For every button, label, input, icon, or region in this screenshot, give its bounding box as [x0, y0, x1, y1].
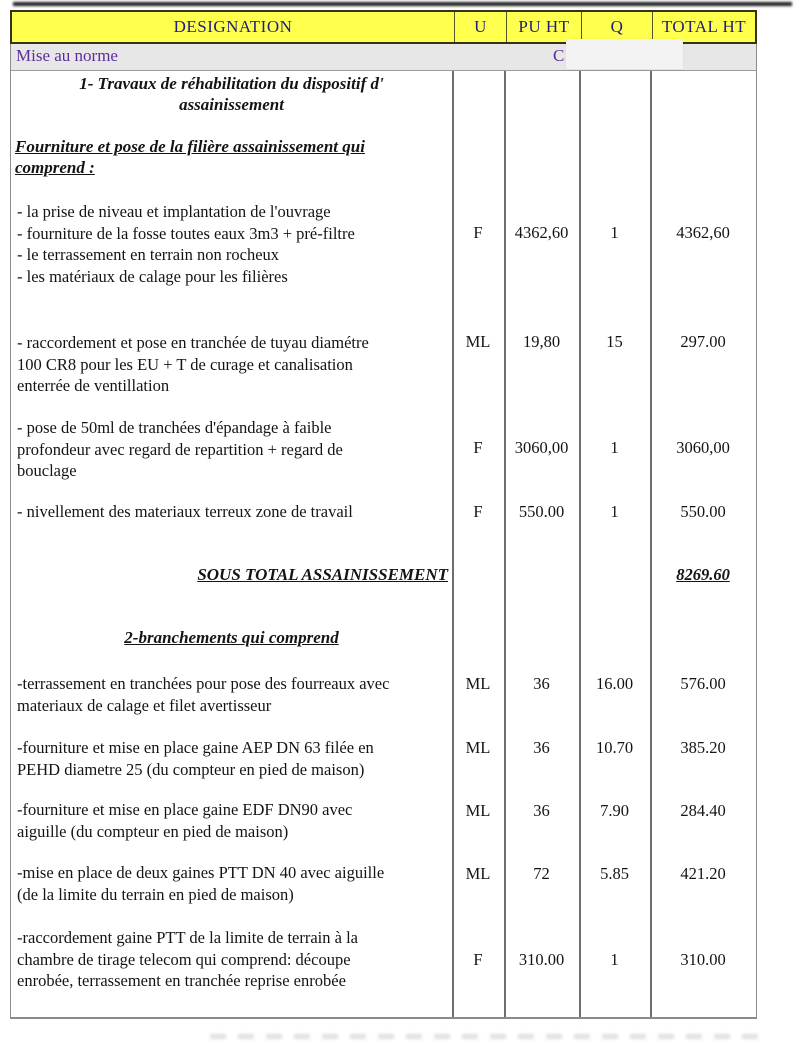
item-unit-cell: F: [473, 223, 483, 242]
item-qty-cell: 7.90: [600, 801, 629, 820]
item-unit-cell: ML: [465, 801, 491, 820]
item-unit-cell: F: [473, 502, 483, 521]
item-pu-cell: 36: [533, 738, 550, 757]
column-divider: [452, 71, 454, 1017]
item-qty-cell: 15: [606, 332, 623, 351]
item-unit-cell: F: [473, 950, 483, 969]
item-qty-cell: 1: [610, 223, 619, 242]
item-desc: - la prise de niveau et implantation de …: [17, 202, 355, 286]
item-pu-cell: 4362,60: [514, 223, 569, 242]
table-header-row: DESIGNATION U PU HT Q TOTAL HT: [10, 10, 757, 44]
item-desc: - nivellement des materiaux terreux zone…: [17, 502, 353, 521]
item-unit-cell: ML: [465, 738, 491, 757]
item-desc: -fourniture et mise en place gaine EDF D…: [17, 800, 353, 841]
banner-partial-character: C: [553, 46, 565, 65]
banner-title: Mise au norme: [16, 46, 118, 65]
column-divider: [579, 71, 581, 1017]
item-pu-cell: 19,80: [522, 332, 561, 351]
column-header-unit: U: [454, 12, 506, 42]
column-header-designation: DESIGNATION: [173, 17, 293, 36]
item-unit-cell: ML: [465, 332, 491, 351]
item-unit-cell: ML: [465, 864, 491, 883]
item-pu-cell: 550.00: [518, 502, 565, 521]
quote-table: DESIGNATION U PU HT Q TOTAL HT Mise au n…: [10, 10, 757, 1019]
item-desc: - pose de 50ml de tranchées d'épandage à…: [17, 418, 343, 480]
item-total-cell: 310.00: [680, 950, 726, 969]
item-desc: -terrassement en tranchées pour pose des…: [17, 674, 390, 715]
item-desc: -raccordement gaine PTT de la limite de …: [17, 928, 358, 990]
item-total-cell: 4362,60: [676, 223, 730, 242]
subtotal-label: SOUS TOTAL ASSAINISSEMENT: [197, 565, 448, 584]
item-qty-cell: 1: [610, 502, 619, 521]
item-total-cell: 385.20: [680, 738, 726, 757]
column-header-total-ht: TOTAL HT: [652, 12, 755, 42]
item-qty-cell: 1: [610, 438, 619, 457]
item-pu-cell: 36: [533, 674, 550, 693]
item-pu-cell: 36: [533, 801, 550, 820]
cutoff-top-border: [13, 2, 792, 6]
item-desc: - raccordement et pose en tranchée de tu…: [17, 333, 369, 395]
banner-row: Mise au norme C: [10, 39, 757, 71]
item-total-cell: 3060,00: [676, 438, 730, 457]
item-total-cell: 576.00: [680, 674, 726, 693]
item-desc: -fourniture et mise en place gaine AEP D…: [17, 738, 374, 779]
table-body: 1- Travaux de réhabilitation du disposit…: [10, 71, 757, 1019]
item-total-cell: 297.00: [680, 332, 726, 351]
item-desc: -mise en place de deux gaines PTT DN 40 …: [17, 863, 385, 904]
section1-title: 1- Travaux de réhabilitation du disposit…: [79, 74, 384, 114]
item-pu-cell: 310.00: [518, 950, 565, 969]
column-divider: [504, 71, 506, 1017]
whiteout-redaction-box: [566, 39, 683, 69]
item-qty-cell: 10.70: [595, 738, 634, 757]
item-pu-cell: 3060,00: [514, 438, 569, 457]
item-total-cell: 421.20: [680, 864, 726, 883]
item-total-cell: 550.00: [680, 502, 726, 521]
column-divider: [650, 71, 652, 1017]
section2-title: 2-branchements qui comprend: [124, 628, 339, 647]
item-total-cell: 284.40: [680, 801, 726, 820]
item-pu-cell: 72: [533, 864, 550, 883]
item-qty-cell: 5.85: [600, 864, 629, 883]
subtotal-value: 8269.60: [676, 565, 730, 584]
column-header-pu-ht: PU HT: [506, 12, 581, 42]
section1-intro: Fourniture et pose de la filière assaini…: [15, 137, 365, 177]
item-qty-cell: 16.00: [595, 674, 634, 693]
item-unit-cell: F: [473, 438, 483, 457]
item-unit-cell: ML: [465, 674, 491, 693]
item-qty-cell: 1: [610, 950, 619, 969]
cutoff-bottom-text: [210, 1034, 770, 1039]
column-header-quantity: Q: [581, 12, 652, 42]
